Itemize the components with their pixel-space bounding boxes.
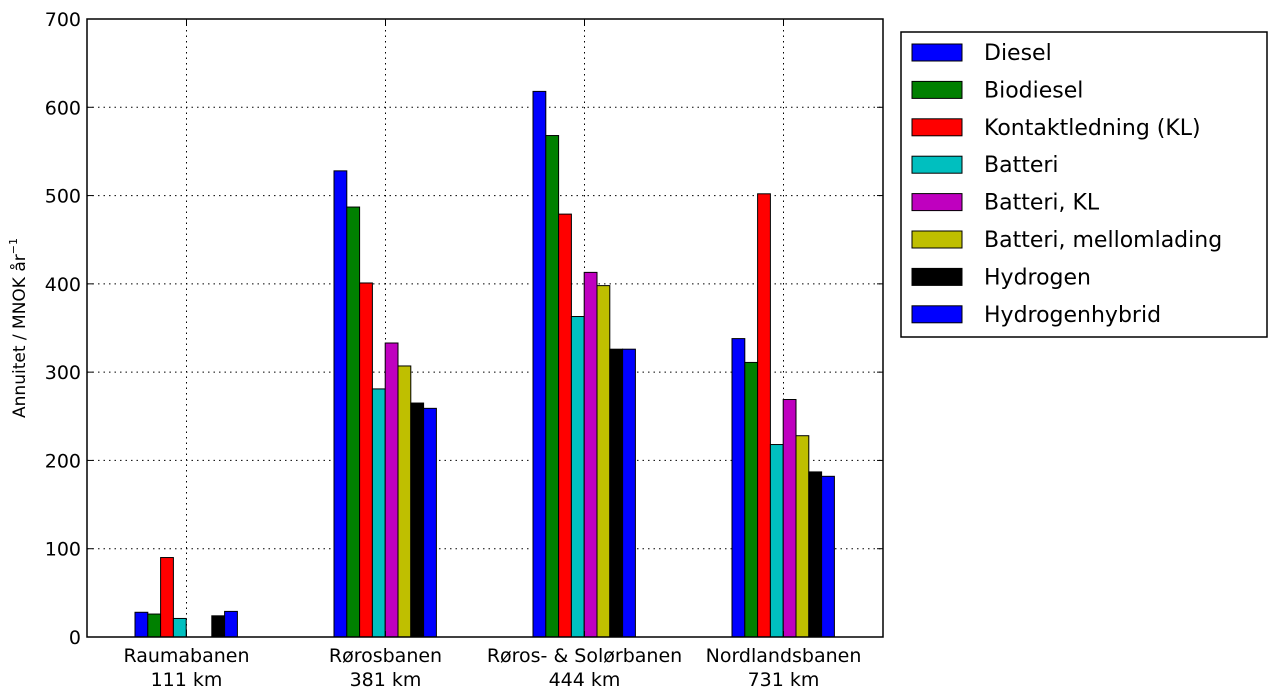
bar-biodiesel	[744, 361, 759, 638]
legend-swatch	[911, 230, 963, 249]
legend-label: Kontaktledning (KL)	[984, 116, 1201, 141]
y-axis-title: Annuitet / MNOK år−1	[7, 238, 30, 418]
legend-frame	[900, 31, 1268, 338]
bar-batteri	[769, 444, 784, 638]
bar-hydrogen	[410, 402, 425, 638]
bar-diesel	[532, 90, 547, 638]
legend-label: Hydrogenhybrid	[984, 303, 1161, 328]
x-tick-label: Rørosbanen 381 km	[329, 645, 442, 689]
legend-swatch	[911, 155, 963, 174]
bar-kontaktledning-kl	[160, 557, 174, 638]
bar-batteri	[570, 316, 585, 638]
bar-batteri-mellomlading	[795, 435, 810, 638]
bar-batteri-kl	[782, 399, 797, 638]
legend-label: Batteri, mellomlading	[984, 228, 1222, 253]
bar-biodiesel	[147, 613, 162, 638]
bar-hydrogen	[808, 471, 823, 638]
bar-batteri-kl	[384, 342, 399, 638]
bar-biodiesel	[346, 206, 361, 638]
bar-kontaktledning-kl	[359, 282, 373, 638]
legend-label: Biodiesel	[984, 78, 1083, 103]
bar-kontaktledning-kl	[558, 213, 572, 638]
bar-hydrogen	[609, 348, 624, 638]
x-tick-label: Raumabanen 111 km	[123, 645, 249, 689]
bar-hydrogenhybrid	[622, 348, 636, 638]
bar-diesel	[333, 170, 348, 638]
legend-label: Batteri	[984, 153, 1059, 178]
legend-swatch	[911, 43, 963, 62]
y-tick-label: 0	[69, 627, 81, 649]
bar-kontaktledning-kl	[757, 193, 771, 638]
legend-swatch	[911, 305, 963, 324]
bar-hydrogenhybrid	[224, 610, 238, 638]
plot-frame	[86, 18, 884, 638]
axis-ticks: 0 100 200 300 400 500 600 700 Raumabanen 111 km Rø…	[45, 9, 883, 689]
legend-swatch	[911, 193, 963, 212]
bar-batteri	[172, 617, 187, 638]
y-tick-label: 100	[45, 539, 81, 561]
bar-batteri-kl	[583, 271, 598, 638]
bars	[134, 90, 835, 638]
bar-batteri	[371, 388, 386, 638]
y-tick-label: 200	[45, 450, 81, 472]
y-tick-label: 500	[45, 186, 81, 208]
bar-batteri-mellomlading	[596, 285, 611, 638]
y-axis-label: Annuitet / MNOK år−1	[7, 238, 30, 418]
legend-swatch	[911, 80, 963, 99]
y-tick-label: 300	[45, 362, 81, 384]
grid-lines	[87, 19, 883, 637]
y-tick-label: 700	[45, 9, 81, 31]
y-tick-label: 400	[45, 274, 81, 296]
legend-swatch	[911, 267, 963, 286]
legend: Diesel Biodiesel Kontaktledning (KL) Batter…	[900, 31, 1268, 338]
x-tick-label: Røros- & Solørbanen 444 km	[487, 645, 682, 689]
bar-hydrogenhybrid	[423, 407, 437, 638]
bar-diesel	[731, 338, 746, 638]
bar-hydrogen	[211, 615, 226, 638]
bar-batteri-mellomlading	[397, 365, 412, 638]
y-tick-label: 600	[45, 97, 81, 119]
x-tick-label: Nordlandsbanen 731 km	[706, 645, 862, 689]
legend-label: Diesel	[984, 41, 1052, 66]
legend-swatch	[911, 118, 963, 137]
bar-diesel	[134, 611, 149, 638]
bar-hydrogenhybrid	[821, 475, 835, 638]
bar-biodiesel	[545, 135, 560, 638]
legend-label: Batteri, KL	[984, 191, 1100, 216]
legend-label: Hydrogen	[984, 265, 1091, 290]
